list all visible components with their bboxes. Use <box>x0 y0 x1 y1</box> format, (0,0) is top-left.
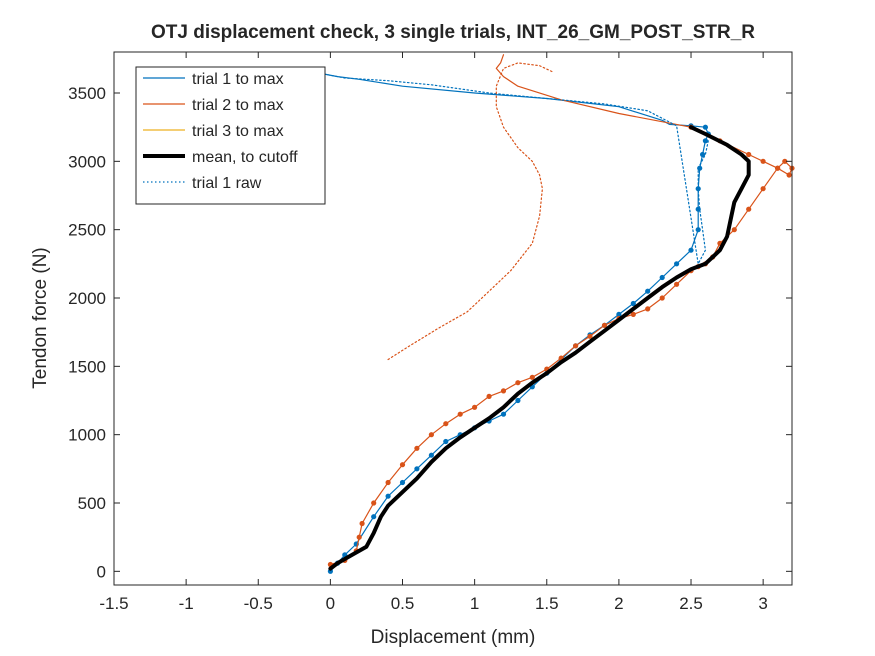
data-point <box>443 438 449 445</box>
y-tick-label: 1000 <box>68 426 106 445</box>
legend-label: trial 1 raw <box>192 175 262 192</box>
x-tick-label: 3 <box>758 594 767 613</box>
data-point <box>385 479 391 486</box>
data-point <box>674 281 680 287</box>
data-point <box>630 311 636 317</box>
data-point <box>674 261 680 267</box>
data-point <box>385 493 391 499</box>
series-layer <box>322 54 795 574</box>
x-tick-label: 1.5 <box>535 594 559 613</box>
data-point <box>782 158 788 164</box>
data-point <box>399 462 406 468</box>
y-tick-label: 1500 <box>68 357 106 376</box>
data-point <box>457 411 463 417</box>
data-point <box>645 288 651 294</box>
y-tick-label: 3500 <box>68 84 106 103</box>
series-line-trial-1-raw <box>322 73 709 265</box>
y-tick-label: 500 <box>78 494 106 513</box>
series-line-extra-5 <box>387 62 555 361</box>
data-point <box>731 227 737 233</box>
data-point <box>746 151 752 158</box>
data-point <box>486 393 492 399</box>
y-ticks: 0 500 1000 1500 2000 2500 3000 3500 <box>68 84 792 581</box>
data-point <box>760 186 766 192</box>
legend-label: mean, to cutoff <box>192 149 298 166</box>
x-tick-label: -0.5 <box>244 594 273 613</box>
data-point <box>659 295 665 301</box>
y-axis-label: Tendon force (N) <box>30 247 51 389</box>
data-point <box>702 138 709 144</box>
data-point <box>775 165 781 171</box>
x-tick-label: 0 <box>326 594 335 613</box>
legend: trial 1 to max trial 2 to max trial 3 to m… <box>135 66 326 205</box>
data-point <box>359 520 365 527</box>
data-point <box>659 274 665 281</box>
data-point <box>616 311 622 317</box>
series-line-mean-to-cutoff <box>328 125 751 571</box>
data-point <box>746 206 752 212</box>
x-ticks: -1.5 -1 -0.5 0 0.5 1 1.5 2 2.5 3 <box>99 52 768 613</box>
x-tick-label: -1.5 <box>99 594 128 613</box>
x-axis-label: Displacement (mm) <box>371 627 536 648</box>
data-point <box>515 380 521 386</box>
y-tick-label: 3000 <box>68 152 106 171</box>
x-tick-label: -1 <box>179 594 194 613</box>
plot-frame <box>113 51 793 586</box>
data-point <box>428 452 434 458</box>
y-tick-label: 2000 <box>68 289 106 308</box>
legend-label: trial 1 to max <box>192 71 284 88</box>
data-point <box>399 479 406 486</box>
data-point <box>630 300 636 307</box>
data-point <box>428 432 434 438</box>
data-point <box>500 388 507 394</box>
legend-items: trial 1 to max trial 2 to max trial 3 to m… <box>143 71 298 192</box>
x-tick-label: 1 <box>470 594 479 613</box>
data-point <box>414 445 420 451</box>
data-point <box>587 333 593 339</box>
chart-title: OTJ displacement check, 3 single trials,… <box>151 22 755 43</box>
legend-box <box>135 66 326 205</box>
data-point <box>601 322 608 328</box>
data-point <box>645 306 651 312</box>
legend-label: trial 3 to max <box>192 123 284 140</box>
data-point <box>695 227 701 233</box>
data-point <box>529 374 535 380</box>
data-point <box>700 151 706 158</box>
data-point <box>356 534 362 540</box>
data-point <box>371 500 377 506</box>
x-tick-label: 2 <box>614 594 623 613</box>
x-tick-label: 0.5 <box>391 594 415 613</box>
y-tick-label: 0 <box>97 562 106 581</box>
axes-layer <box>113 51 793 586</box>
data-point <box>786 172 792 178</box>
data-point <box>443 421 449 427</box>
legend-label: trial 2 to max <box>192 97 284 114</box>
data-point <box>414 466 420 472</box>
data-point <box>573 343 579 349</box>
data-point <box>515 397 521 404</box>
data-point <box>500 411 507 417</box>
data-point <box>688 247 694 253</box>
data-point <box>371 514 377 520</box>
data-point <box>472 404 478 410</box>
data-point <box>760 158 766 164</box>
y-tick-label: 2500 <box>68 221 106 240</box>
x-tick-label: 2.5 <box>679 594 703 613</box>
data-point <box>702 124 709 130</box>
